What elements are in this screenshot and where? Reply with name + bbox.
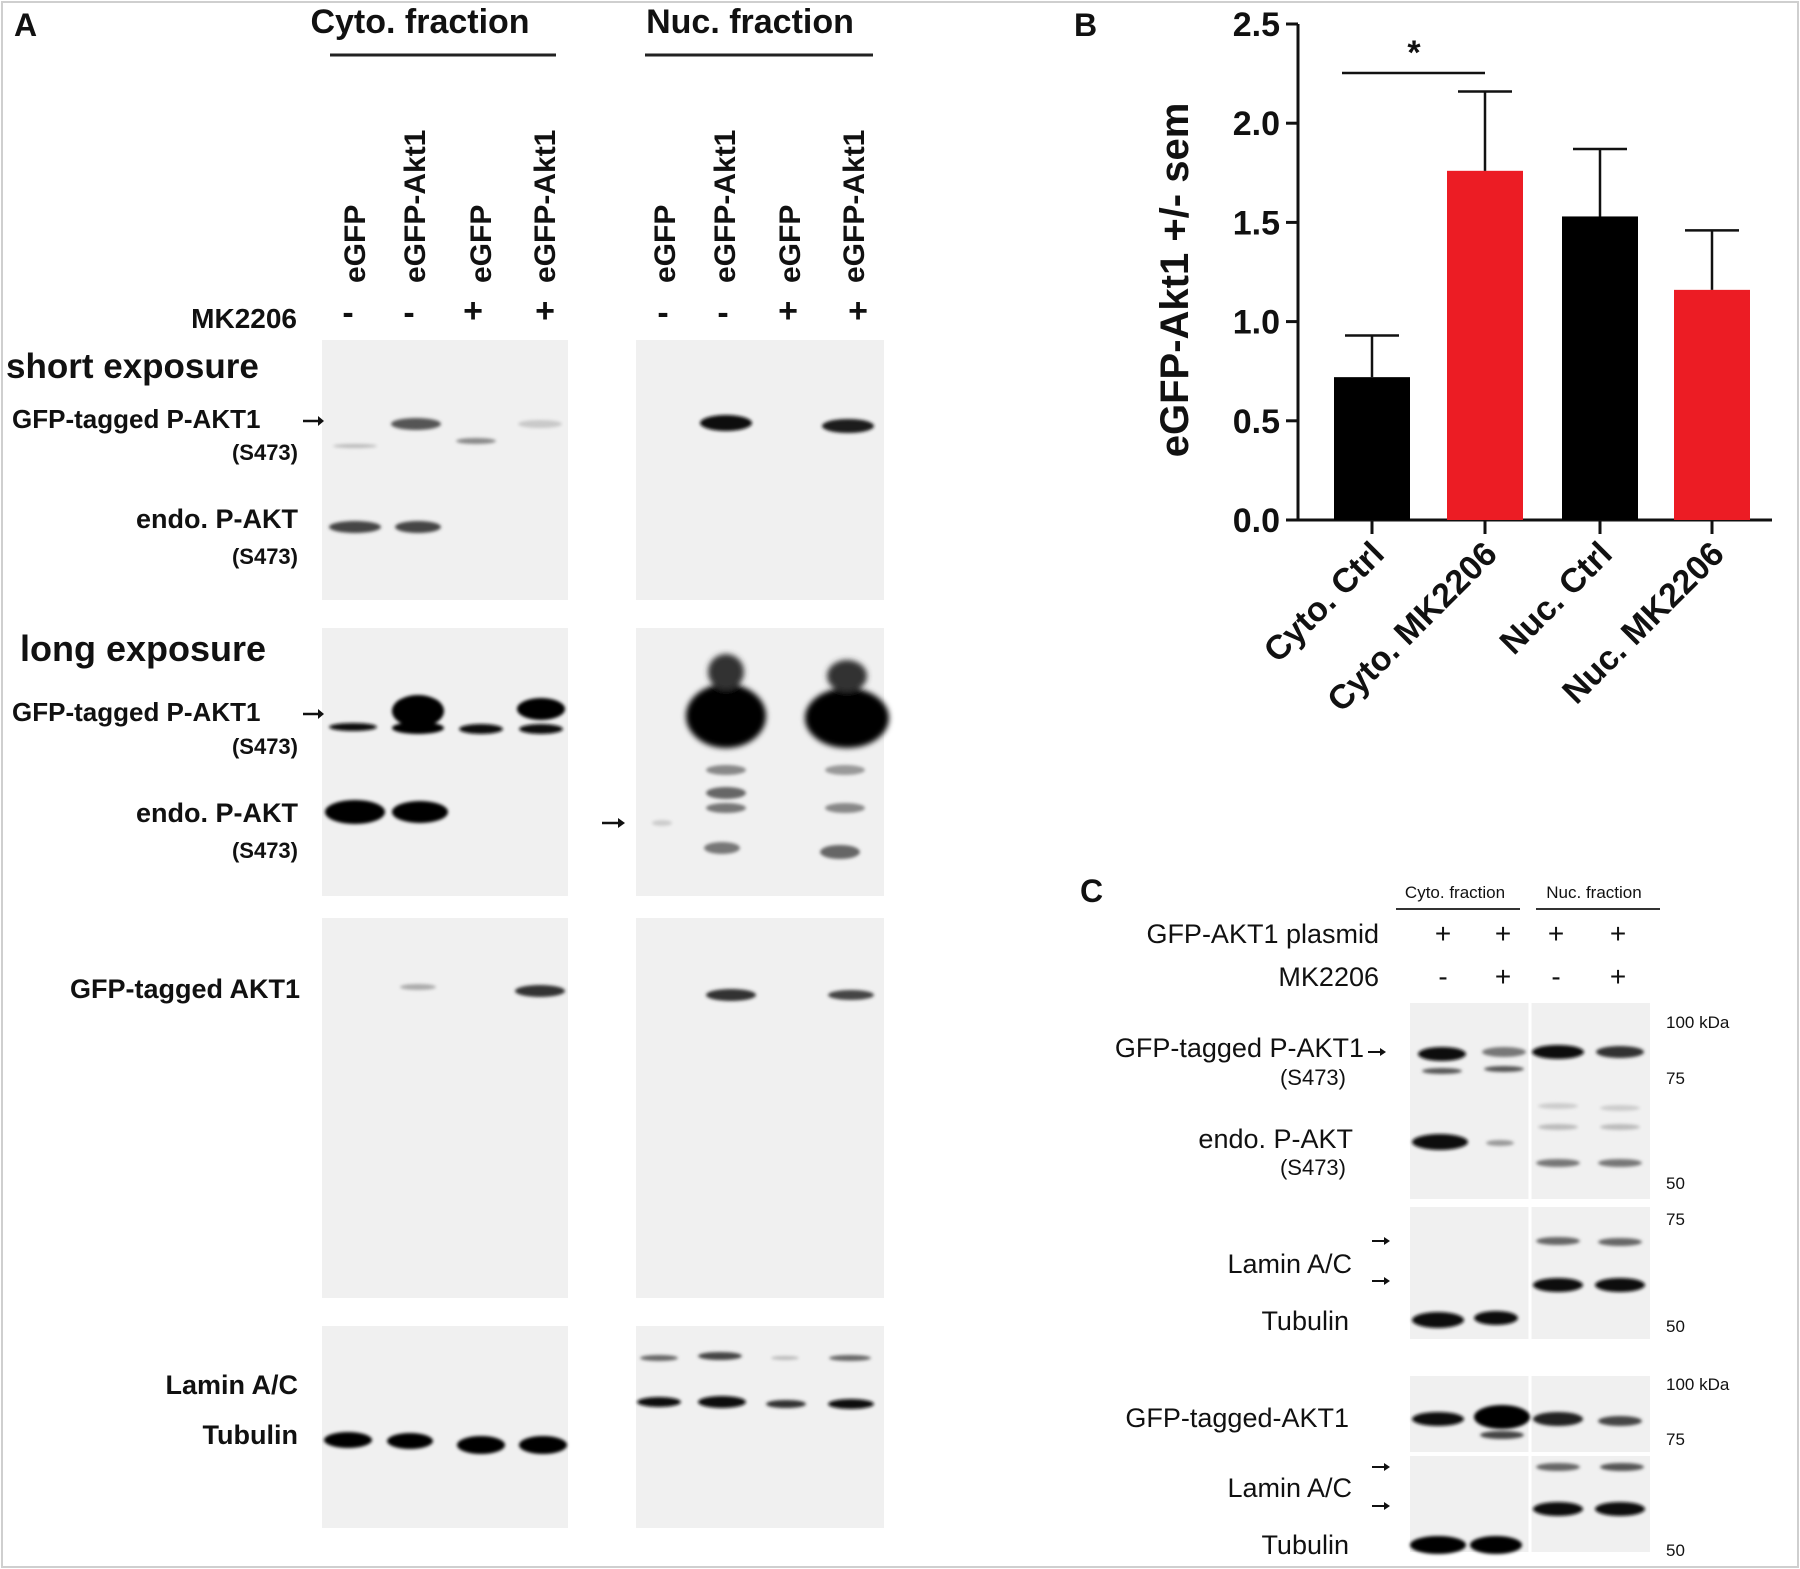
mk2206-sign-c-1: -: [1438, 961, 1447, 992]
panel-a-letter: A: [14, 7, 37, 43]
panel-b-letter: B: [1074, 7, 1097, 43]
lamin-label-c-1: Lamin A/C: [1227, 1249, 1352, 1279]
short-exposure-label: short exposure: [6, 347, 259, 386]
y-axis-title: eGFP-Akt1 +/- sem: [1153, 103, 1197, 458]
gfp-akt1-label: GFP-tagged AKT1: [70, 974, 300, 1004]
site-label-c-2: (S473): [1280, 1155, 1346, 1180]
mk2206-sign-cyto-3: +: [463, 292, 483, 330]
y-tick-label: 1.5: [1233, 204, 1280, 242]
arrow-icon: [1372, 1463, 1390, 1471]
lane-label-nuc-4: eGFP-Akt1: [838, 130, 871, 283]
mk2206-label: MK2206: [191, 303, 297, 334]
lane-label-cyto-4: eGFP-Akt1: [529, 130, 562, 283]
y-tick-label: 2.5: [1233, 6, 1280, 44]
mk2206-sign-c-4: +: [1610, 961, 1626, 992]
blot-short-cyto: [322, 340, 568, 600]
arrow-icon: [1372, 1277, 1390, 1285]
y-tick-label: 1.0: [1233, 304, 1280, 342]
arrow-icon: [303, 709, 324, 719]
nuc-fraction-header: Nuc. fraction: [646, 3, 854, 41]
mk2206-sign-nuc-3: +: [778, 292, 798, 330]
mw-50-b: 50: [1666, 1317, 1685, 1336]
site-label-c-1: (S473): [1280, 1065, 1346, 1090]
bands-gfp-akt1: [400, 984, 874, 1001]
bands-long-exposure: [325, 654, 889, 859]
mk2206-sign-cyto-1: -: [342, 294, 353, 332]
y-tick-label: 0.0: [1233, 502, 1280, 540]
site-label-short-2: (S473): [232, 544, 298, 569]
bar: [1334, 377, 1410, 520]
gfp-akt1-label-c: GFP-tagged-AKT1: [1125, 1403, 1349, 1433]
arrow-icon: [1368, 1048, 1386, 1056]
endo-pakt-label-c: endo. P-AKT: [1198, 1124, 1353, 1154]
site-label-long-2: (S473): [232, 838, 298, 863]
y-tick-label: 2.0: [1233, 105, 1280, 143]
lane-label-cyto-1: eGFP: [339, 205, 372, 283]
blot-gfp-akt1-nuc: [636, 918, 884, 1298]
endo-pakt-label-short: endo. P-AKT: [136, 504, 298, 534]
mk2206-sign-nuc-1: -: [657, 294, 668, 332]
plasmid-sign-4: +: [1610, 918, 1626, 949]
mk2206-sign-c-2: +: [1495, 961, 1511, 992]
site-label-long-1: (S473): [232, 734, 298, 759]
tubulin-label-a: Tubulin: [203, 1420, 298, 1450]
blot-gfp-akt1-cyto: [322, 918, 568, 1298]
lamin-label-a: Lamin A/C: [165, 1370, 298, 1400]
mw-75-a: 75: [1666, 1069, 1685, 1088]
bar: [1562, 216, 1638, 520]
bar: [1674, 289, 1750, 520]
plasmid-sign-3: +: [1548, 918, 1564, 949]
tubulin-label-c-1: Tubulin: [1261, 1306, 1349, 1336]
panel-a: A Cyto. fraction Nuc. fraction eGFP eGFP…: [6, 3, 889, 1528]
bar: [1447, 170, 1523, 521]
lane-label-nuc-1: eGFP: [649, 205, 682, 283]
gfp-pakt1-label-c: GFP-tagged P-AKT1: [1115, 1033, 1364, 1063]
bands-short-exposure: [329, 415, 874, 533]
site-label-short-1: (S473): [232, 440, 298, 465]
cyto-fraction-header: Cyto. fraction: [310, 3, 529, 41]
lane-label-cyto-3: eGFP: [465, 205, 498, 283]
mw-100-a: 100 kDa: [1666, 1013, 1730, 1032]
significance-star: *: [1407, 34, 1421, 72]
lane-label-nuc-3: eGFP: [774, 205, 807, 283]
mw-75-c: 75: [1666, 1430, 1685, 1449]
cyto-fraction-header-c: Cyto. fraction: [1405, 883, 1505, 902]
mk2206-label-c: MK2206: [1278, 962, 1379, 992]
arrow-icon: [602, 818, 625, 828]
mk2206-sign-nuc-4: +: [848, 292, 868, 330]
mw-75-b: 75: [1666, 1210, 1685, 1229]
lamin-label-c-2: Lamin A/C: [1227, 1473, 1352, 1503]
bands-loading: [324, 1352, 874, 1454]
mw-50-c: 50: [1666, 1541, 1685, 1560]
mk2206-sign-c-3: -: [1551, 961, 1560, 992]
gfp-pakt1-label-short: GFP-tagged P-AKT1: [12, 404, 260, 434]
panel-c: C Cyto. fraction Nuc. fraction GFP-AKT1 …: [1080, 873, 1730, 1560]
plasmid-label: GFP-AKT1 plasmid: [1146, 919, 1379, 949]
lane-label-nuc-2: eGFP-Akt1: [709, 130, 742, 283]
plasmid-sign-2: +: [1495, 918, 1511, 949]
blot-short-nuc: [636, 340, 884, 600]
plasmid-sign-1: +: [1435, 918, 1451, 949]
bands-panel-c: [1410, 1045, 1645, 1554]
arrow-icon: [303, 416, 324, 426]
endo-pakt-label-long: endo. P-AKT: [136, 798, 298, 828]
blot-long-cyto: [322, 628, 568, 896]
blot-loading-cyto: [322, 1326, 568, 1528]
lane-label-cyto-2: eGFP-Akt1: [399, 130, 432, 283]
long-exposure-label: long exposure: [20, 628, 266, 669]
tubulin-label-c-2: Tubulin: [1261, 1530, 1349, 1560]
panel-c-letter: C: [1080, 873, 1103, 909]
arrow-icon: [1372, 1502, 1390, 1510]
nuc-fraction-header-c: Nuc. fraction: [1546, 883, 1641, 902]
mk2206-sign-nuc-2: -: [717, 294, 728, 332]
mw-100-b: 100 kDa: [1666, 1375, 1730, 1394]
mk2206-sign-cyto-2: -: [403, 294, 414, 332]
significance-bracket: *: [1342, 34, 1485, 75]
mk2206-sign-cyto-4: +: [535, 292, 555, 330]
y-tick-label: 0.5: [1233, 403, 1280, 441]
mw-50-a: 50: [1666, 1174, 1685, 1193]
gfp-pakt1-label-long: GFP-tagged P-AKT1: [12, 697, 260, 727]
arrow-icon: [1372, 1237, 1390, 1245]
